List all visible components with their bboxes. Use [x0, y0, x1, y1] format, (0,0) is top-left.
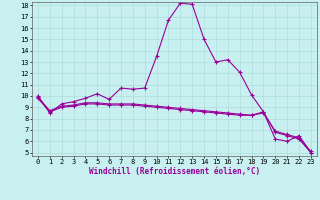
X-axis label: Windchill (Refroidissement éolien,°C): Windchill (Refroidissement éolien,°C)	[89, 167, 260, 176]
